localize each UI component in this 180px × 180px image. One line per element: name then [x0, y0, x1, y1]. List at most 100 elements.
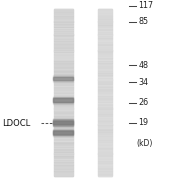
Bar	[98, 53, 112, 54]
Bar	[98, 126, 112, 127]
Bar	[98, 17, 112, 18]
Bar	[98, 110, 112, 111]
Bar	[98, 114, 112, 115]
Bar	[54, 72, 73, 73]
Bar	[98, 103, 112, 104]
Bar	[54, 116, 73, 117]
Bar	[54, 62, 73, 63]
Bar	[98, 144, 112, 145]
Bar	[98, 167, 112, 168]
Bar	[54, 52, 73, 53]
Bar	[98, 76, 112, 77]
Bar	[98, 77, 112, 78]
Bar	[98, 105, 112, 106]
Bar	[54, 121, 73, 122]
Bar	[54, 57, 73, 58]
Bar	[98, 146, 112, 147]
Bar	[54, 47, 73, 48]
Bar	[54, 94, 73, 95]
Bar	[53, 119, 73, 126]
Bar	[98, 109, 112, 110]
Bar	[54, 153, 73, 154]
Bar	[54, 46, 73, 47]
Bar	[98, 159, 112, 160]
Bar	[53, 98, 73, 102]
Bar	[98, 174, 112, 175]
Bar	[98, 138, 112, 139]
Bar	[53, 118, 73, 127]
Text: 26: 26	[139, 98, 149, 107]
Bar	[54, 114, 73, 115]
Bar	[54, 164, 73, 165]
Bar	[54, 22, 73, 23]
Bar	[54, 127, 73, 128]
Bar	[54, 135, 73, 136]
Bar	[98, 71, 112, 72]
Bar	[98, 13, 112, 14]
Bar	[54, 9, 73, 10]
Bar	[54, 171, 73, 172]
Bar	[54, 128, 73, 129]
Bar	[54, 50, 73, 51]
Bar	[53, 129, 73, 136]
Bar	[98, 45, 112, 46]
Bar	[98, 123, 112, 124]
Bar	[98, 43, 112, 44]
Bar	[54, 173, 73, 174]
Bar	[98, 165, 112, 166]
Bar	[54, 118, 73, 119]
Bar	[54, 146, 73, 147]
Bar	[54, 167, 73, 168]
Bar	[54, 50, 73, 51]
Bar	[54, 82, 73, 83]
Bar	[98, 39, 112, 40]
Bar	[98, 18, 112, 19]
Bar	[54, 170, 73, 171]
Bar	[54, 120, 73, 121]
Bar	[54, 63, 73, 64]
Bar	[98, 118, 112, 119]
Bar	[98, 120, 112, 121]
Bar	[98, 69, 112, 70]
Bar	[54, 64, 73, 65]
Bar	[98, 41, 112, 42]
Bar	[98, 131, 112, 132]
Bar	[98, 34, 112, 35]
Bar	[54, 27, 73, 28]
Bar	[54, 99, 73, 100]
Bar	[98, 9, 112, 10]
Bar	[54, 38, 73, 39]
Bar	[54, 96, 73, 97]
Bar	[98, 111, 112, 112]
Bar	[98, 24, 112, 25]
Bar	[54, 131, 73, 132]
Bar	[98, 128, 112, 129]
Bar	[98, 48, 112, 49]
Bar	[98, 113, 112, 114]
Bar	[98, 50, 112, 51]
Bar	[54, 32, 73, 33]
Bar	[54, 34, 73, 35]
Bar	[98, 143, 112, 144]
Bar	[98, 101, 112, 102]
Bar	[54, 115, 73, 116]
Bar	[54, 148, 73, 149]
Bar	[54, 137, 73, 138]
Bar	[98, 67, 112, 68]
Bar	[54, 144, 73, 145]
Bar	[53, 130, 73, 135]
Bar	[98, 170, 112, 171]
Bar	[54, 107, 73, 108]
Text: LDOCL: LDOCL	[2, 119, 30, 128]
Bar	[54, 142, 73, 143]
Bar	[98, 18, 112, 19]
Bar	[98, 49, 112, 50]
Bar	[54, 161, 73, 162]
Bar	[54, 73, 73, 74]
Bar	[54, 91, 73, 92]
Bar	[98, 11, 112, 12]
Bar	[98, 10, 112, 11]
Bar	[98, 160, 112, 161]
Bar	[98, 130, 112, 131]
Bar	[54, 24, 73, 25]
